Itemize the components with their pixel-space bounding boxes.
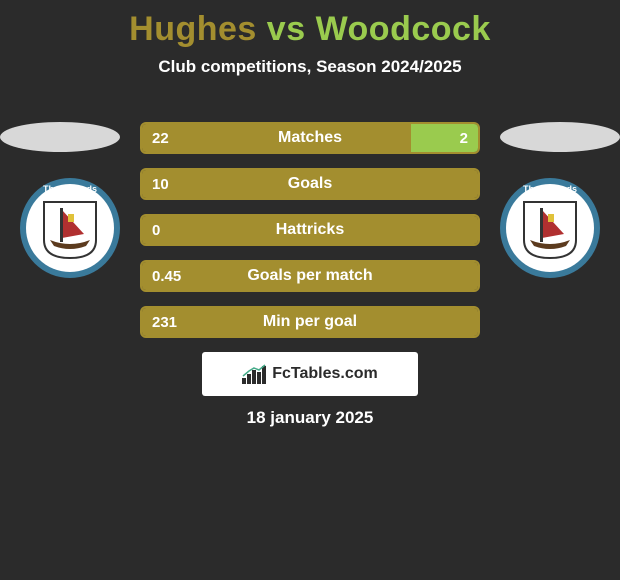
bar-chart-icon bbox=[242, 364, 268, 384]
stat-label: Goals per match bbox=[142, 262, 478, 290]
club-crest-icon bbox=[42, 200, 98, 260]
comparison-bars: 222Matches 10Goals 0Hattricks 0.45Goals per… bbox=[140, 122, 480, 352]
stat-bar: 0Hattricks bbox=[140, 214, 480, 246]
stat-bar: 222Matches bbox=[140, 122, 480, 154]
stat-bar: 0.45Goals per match bbox=[140, 260, 480, 292]
snapshot-date: 18 january 2025 bbox=[0, 408, 620, 428]
stat-label: Matches bbox=[142, 124, 478, 152]
player1-club-badge: The Nomads bbox=[20, 178, 120, 278]
stat-bar: 231Min per goal bbox=[140, 306, 480, 338]
vs-separator: vs bbox=[267, 10, 306, 48]
stat-bar: 10Goals bbox=[140, 168, 480, 200]
left-pedestal bbox=[0, 122, 120, 152]
right-pedestal bbox=[500, 122, 620, 152]
subtitle: Club competitions, Season 2024/2025 bbox=[0, 57, 620, 77]
page-title: Hughes vs Woodcock bbox=[0, 0, 620, 49]
comparison-card: Hughes vs Woodcock Club competitions, Se… bbox=[0, 0, 620, 580]
stat-label: Goals bbox=[142, 170, 478, 198]
attribution-text: FcTables.com bbox=[272, 365, 378, 383]
attribution-badge: FcTables.com bbox=[202, 352, 418, 396]
player2-name: Woodcock bbox=[316, 10, 491, 48]
player2-club-badge: The Nomads bbox=[500, 178, 600, 278]
stat-label: Hattricks bbox=[142, 216, 478, 244]
player1-name: Hughes bbox=[129, 10, 257, 48]
stat-label: Min per goal bbox=[142, 308, 478, 336]
club-crest-icon bbox=[522, 200, 578, 260]
